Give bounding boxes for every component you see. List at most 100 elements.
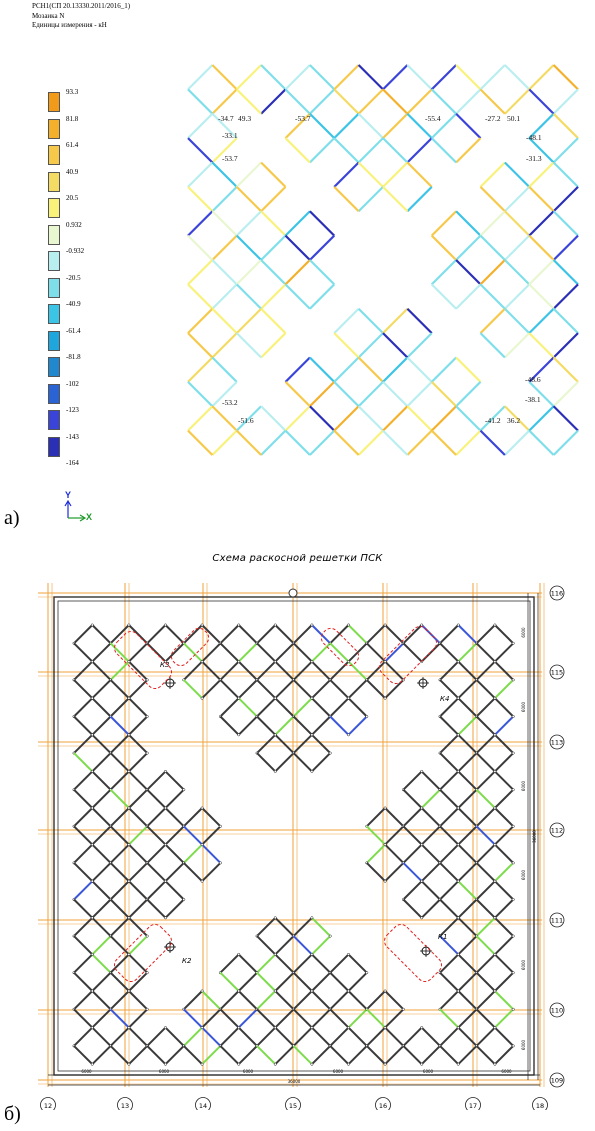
lattice-node xyxy=(383,1026,387,1030)
lattice-member xyxy=(183,679,203,699)
row-axis-label: 115 xyxy=(551,669,563,677)
lattice-node xyxy=(164,769,167,773)
lattice-member xyxy=(128,843,148,864)
lattice-member xyxy=(347,697,368,718)
lattice-member xyxy=(260,186,287,213)
lattice-member xyxy=(430,88,457,115)
lattice-member xyxy=(457,752,478,773)
legend-value: -61.4 xyxy=(66,326,81,335)
lattice-member xyxy=(164,898,185,919)
lattice-member xyxy=(384,679,405,699)
lattice-member xyxy=(91,715,112,736)
lattice-member xyxy=(109,917,130,937)
lattice-member xyxy=(146,770,167,791)
lattice-member xyxy=(406,332,433,359)
lattice-member xyxy=(347,953,368,974)
lattice-member xyxy=(457,825,478,846)
lattice-member xyxy=(274,935,295,956)
lattice-member xyxy=(187,405,214,432)
legend-swatch xyxy=(48,357,60,377)
lattice-member xyxy=(235,186,262,213)
lattice-member xyxy=(457,935,478,956)
lattice-node xyxy=(237,733,241,737)
lattice-member xyxy=(439,825,460,846)
lattice-member xyxy=(274,734,295,754)
grid-axes xyxy=(38,583,545,1087)
lattice-member xyxy=(366,642,386,663)
lattice-node xyxy=(200,879,204,883)
lattice-node xyxy=(237,952,241,956)
lattice-member xyxy=(164,862,185,882)
lattice-node xyxy=(347,1062,350,1066)
lattice-node xyxy=(273,1026,277,1030)
lattice-member xyxy=(211,210,238,237)
lattice-member xyxy=(91,1008,112,1029)
lattice-node xyxy=(456,952,460,956)
lattice-node xyxy=(511,1044,515,1048)
lattice-member xyxy=(475,679,496,699)
lattice-member xyxy=(494,624,514,645)
lattice-member xyxy=(187,137,214,164)
lattice-member xyxy=(528,307,555,334)
lattice-member xyxy=(260,405,287,432)
row-axis-bubble xyxy=(549,912,565,928)
lattice-node xyxy=(273,952,277,956)
lattice-member xyxy=(457,1045,478,1065)
lattice-node xyxy=(310,733,314,737)
lattice-member xyxy=(292,935,313,956)
lattice-member xyxy=(329,624,350,645)
lattice-member xyxy=(260,210,287,237)
lattice-node xyxy=(273,696,277,700)
lattice-member xyxy=(430,259,457,286)
lattice-member xyxy=(457,862,478,882)
lattice-member xyxy=(260,283,287,310)
lattice-node xyxy=(273,660,277,664)
lattice-member xyxy=(219,624,240,645)
lattice-node xyxy=(90,1026,94,1030)
lattice-node xyxy=(90,769,94,773)
lattice-member xyxy=(528,283,555,310)
legend-value: 40.9 xyxy=(66,167,79,176)
lattice-member xyxy=(475,971,496,992)
legend-swatch xyxy=(48,224,60,245)
lattice-member xyxy=(109,990,130,1011)
lattice-member xyxy=(475,788,496,809)
row-axis-bubble xyxy=(549,664,565,680)
lattice-member xyxy=(439,697,460,718)
lattice-member xyxy=(406,161,433,188)
lattice-member xyxy=(455,112,482,139)
lattice-member xyxy=(309,88,336,115)
lattice-node xyxy=(127,696,131,700)
lattice-member xyxy=(439,788,460,809)
lattice-node xyxy=(237,989,241,993)
lattice-member xyxy=(455,88,482,115)
lattice-node xyxy=(456,916,460,920)
lattice-member xyxy=(164,1026,185,1047)
highlight-zone xyxy=(170,627,210,667)
lattice-member xyxy=(256,715,277,736)
lattice-member xyxy=(91,807,112,828)
lattice-member xyxy=(73,1045,94,1065)
lattice-node xyxy=(310,623,314,627)
top-ring xyxy=(288,588,298,598)
lattice-node xyxy=(127,843,131,847)
lattice-member xyxy=(128,788,148,809)
lattice-member xyxy=(274,679,295,699)
lattice-member xyxy=(420,843,441,864)
lattice-node xyxy=(90,879,94,883)
lattice-member xyxy=(73,752,94,773)
lattice-member xyxy=(201,1008,222,1029)
member-force-label: -34.7 xyxy=(218,114,234,123)
lattice-member xyxy=(439,752,460,773)
lattice-member xyxy=(73,990,94,1011)
lattice-member xyxy=(439,715,460,736)
lattice-member xyxy=(528,381,555,408)
lattice-member xyxy=(146,642,167,663)
lattice-member xyxy=(284,356,311,383)
lattice-member xyxy=(311,1026,331,1047)
lattice-node xyxy=(310,696,314,700)
lattice-node xyxy=(420,1062,424,1066)
lattice-member xyxy=(439,935,460,956)
lattice-member xyxy=(146,898,167,919)
lattice-node xyxy=(200,660,204,664)
